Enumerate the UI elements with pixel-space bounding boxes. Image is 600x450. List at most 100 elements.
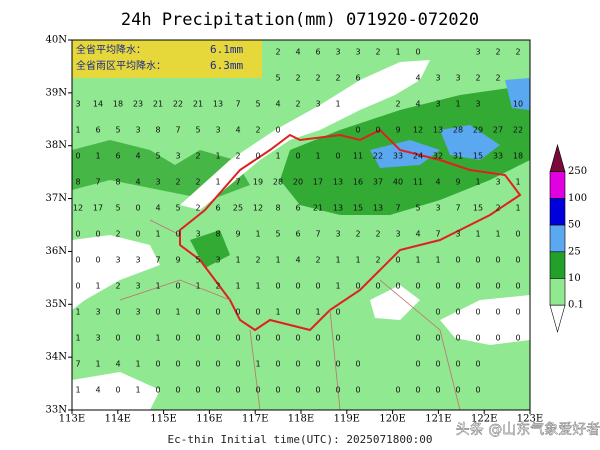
station-value: 1 (435, 256, 440, 265)
station-value: 19 (253, 178, 263, 187)
station-value: 2 (515, 48, 520, 57)
station-value: 33 (393, 152, 403, 161)
station-value: 0 (475, 334, 480, 343)
station-value: 0 (355, 386, 360, 395)
station-value: 0 (475, 256, 480, 265)
station-value: 5 (155, 152, 160, 161)
station-value: 6 (315, 48, 320, 57)
station-value: 2 (375, 48, 380, 57)
summary-value: 6.3mm (210, 59, 243, 72)
station-value: 0 (275, 386, 280, 395)
station-value: 1 (415, 256, 420, 265)
station-value: 0 (275, 334, 280, 343)
station-value: 0 (335, 386, 340, 395)
station-value: 3 (335, 230, 340, 239)
station-value: 0 (315, 360, 320, 369)
station-value: 21 (313, 204, 323, 213)
colorbar-segment (549, 198, 566, 226)
dry-area (440, 295, 530, 345)
colorbar-label: 25 (568, 246, 581, 257)
station-value: 9 (455, 178, 460, 187)
station-value: 1 (255, 230, 260, 239)
station-value: 0 (115, 334, 120, 343)
colorbar-label: 10 (568, 273, 581, 284)
station-value: 20 (293, 178, 303, 187)
station-value: 0 (315, 386, 320, 395)
station-value: 2 (115, 230, 120, 239)
station-value: 6 (95, 126, 100, 135)
station-value: 15 (353, 204, 363, 213)
station-value: 3 (175, 152, 180, 161)
colorbar-segment (549, 171, 566, 199)
plot-area (72, 40, 530, 411)
station-value: 0 (515, 256, 520, 265)
station-value: 8 (275, 204, 280, 213)
station-value: 4 (115, 360, 120, 369)
lon-label: 119E (334, 414, 360, 425)
station-value: 0 (315, 334, 320, 343)
station-value: 1 (495, 230, 500, 239)
lat-label: 39N (46, 87, 68, 98)
station-value: 7 (235, 178, 240, 187)
station-value: 24 (413, 152, 423, 161)
station-value: 1 (155, 334, 160, 343)
station-value: 0 (495, 334, 500, 343)
station-value: 3 (95, 308, 100, 317)
station-value: 0 (515, 334, 520, 343)
station-value: 5 (415, 204, 420, 213)
station-value: 0 (195, 360, 200, 369)
region-boundary (119, 219, 461, 411)
station-value: 0 (355, 360, 360, 369)
station-value: 0 (455, 256, 460, 265)
station-value: 0 (175, 334, 180, 343)
station-value: 3 (315, 100, 320, 109)
summary-box (72, 40, 262, 78)
summary-value: 6.1mm (210, 43, 243, 56)
station-value: 2 (295, 74, 300, 83)
station-value: 13 (213, 100, 223, 109)
station-value: 2 (295, 100, 300, 109)
station-value: 3 (495, 178, 500, 187)
station-value: 1 (275, 308, 280, 317)
station-value: 0 (395, 256, 400, 265)
station-value: 2 (315, 256, 320, 265)
station-value: 2 (215, 282, 220, 291)
colorbar-segment (549, 278, 566, 306)
station-value: 6 (115, 152, 120, 161)
lat-label: 36N (46, 246, 68, 257)
station-value: 0 (415, 334, 420, 343)
rain-patch (190, 230, 230, 268)
station-value: 7 (455, 204, 460, 213)
lon-label: 117E (242, 414, 268, 425)
watermark: 头条 @山东气象爱好者 (456, 421, 600, 438)
station-value: 0 (455, 360, 460, 369)
station-value: 0 (275, 282, 280, 291)
station-value: 0 (175, 282, 180, 291)
station-value: 8 (155, 126, 160, 135)
station-value: 0 (175, 360, 180, 369)
station-value: 0 (95, 230, 100, 239)
station-value: 1 (75, 334, 80, 343)
station-value: 11 (353, 152, 363, 161)
station-value: 0 (235, 360, 240, 369)
colorbar-segment (549, 224, 566, 253)
station-value: 17 (313, 178, 323, 187)
colorbar-label: 100 (568, 193, 587, 204)
lat-label: 33N (46, 405, 68, 416)
station-value: 3 (435, 74, 440, 83)
station-value: 0 (435, 386, 440, 395)
station-value: 28 (273, 178, 283, 187)
station-value: 7 (75, 360, 80, 369)
lon-label: 115E (150, 414, 176, 425)
station-value: 1 (515, 178, 520, 187)
station-value: 0 (215, 360, 220, 369)
station-value: 1 (215, 152, 220, 161)
station-value: 0 (235, 386, 240, 395)
station-value: 2 (375, 230, 380, 239)
station-value: 1 (75, 308, 80, 317)
station-value: 0 (455, 282, 460, 291)
colorbar-segment (549, 143, 566, 172)
station-value: 10 (513, 100, 523, 109)
station-value: 5 (115, 126, 120, 135)
station-value: 0 (75, 152, 80, 161)
